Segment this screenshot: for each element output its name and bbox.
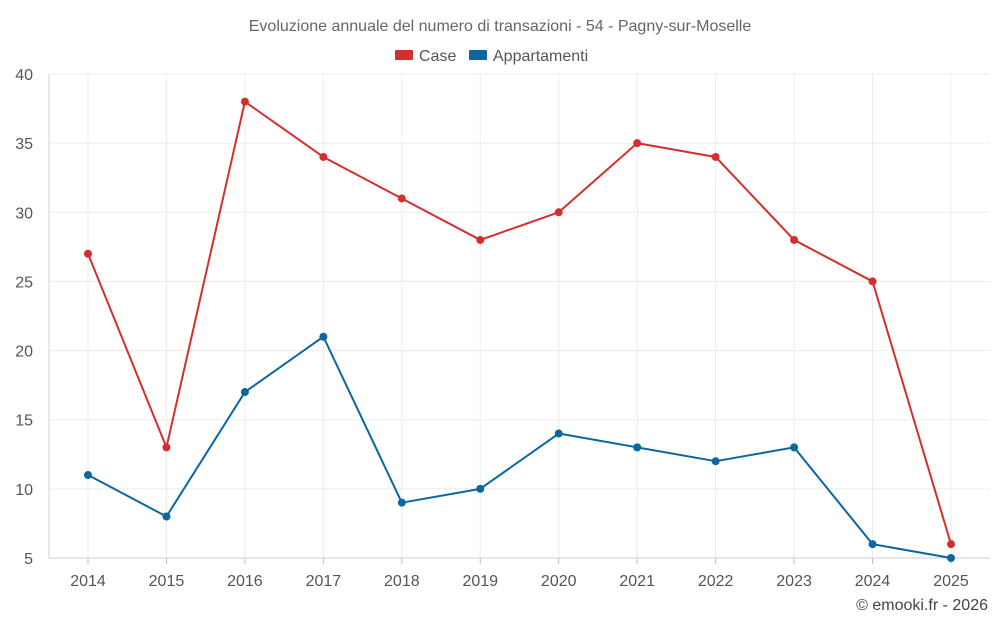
grid (49, 73, 990, 559)
data-point-case[interactable] (711, 152, 720, 161)
data-point-case[interactable] (319, 152, 328, 161)
data-point-case[interactable] (554, 208, 563, 217)
data-point-case[interactable] (84, 249, 92, 258)
series-line-appartamenti (87, 335, 952, 559)
y-tick-label: 15 (15, 413, 33, 430)
x-tick-label: 2014 (70, 573, 106, 590)
data-point-appartamenti[interactable] (947, 554, 955, 562)
x-tick-label: 2019 (462, 573, 498, 590)
data-point-case[interactable] (240, 97, 249, 106)
series-line-case (87, 100, 952, 545)
y-tick-label: 35 (15, 136, 33, 153)
legend-label-appartamenti: Appartamenti (493, 48, 588, 65)
y-tick-label: 30 (15, 205, 33, 222)
chart-title: Evoluzione annuale del numero di transaz… (249, 18, 752, 35)
legend-item-appartamenti[interactable]: Appartamenti (469, 48, 588, 65)
y-axis: 5 10 15 20 25 30 35 40 (15, 67, 50, 568)
x-tick-label: 2018 (384, 573, 420, 590)
legend-swatch-case (395, 50, 413, 60)
x-tick-label: 2016 (227, 573, 263, 590)
legend-item-case[interactable]: Case (395, 48, 456, 65)
data-point-appartamenti[interactable] (790, 443, 799, 452)
x-tick-label: 2020 (541, 573, 577, 590)
credit-text: © emooki.fr - 2026 (856, 597, 988, 614)
x-tick-label: 2024 (855, 573, 891, 590)
data-point-case[interactable] (790, 235, 799, 244)
x-tick-label: 2025 (933, 573, 969, 590)
data-point-appartamenti[interactable] (711, 457, 720, 466)
legend-swatch-appartamenti (469, 50, 487, 60)
y-tick-label: 5 (24, 551, 33, 568)
data-point-appartamenti[interactable] (319, 332, 328, 341)
x-tick-label: 2021 (619, 573, 655, 590)
data-point-appartamenti[interactable] (476, 484, 485, 493)
x-axis: 2014 2015 2016 2017 2018 2019 2020 2021 2022 2023… (49, 557, 990, 590)
y-tick-label: 10 (15, 482, 33, 499)
data-point-case[interactable] (868, 277, 877, 286)
legend-label-case: Case (419, 48, 456, 65)
data-point-case[interactable] (476, 235, 485, 244)
legend: Case Appartamenti (395, 48, 588, 65)
data-point-case[interactable] (633, 139, 642, 148)
y-tick-label: 20 (15, 344, 33, 361)
data-point-appartamenti[interactable] (240, 388, 249, 397)
y-tick-label: 25 (15, 274, 33, 291)
data-point-case[interactable] (162, 443, 171, 452)
x-tick-label: 2022 (698, 573, 734, 590)
data-point-appartamenti[interactable] (554, 429, 563, 438)
y-tick-label: 40 (15, 67, 33, 84)
x-tick-label: 2017 (306, 573, 342, 590)
data-point-appartamenti[interactable] (397, 498, 406, 507)
data-point-case[interactable] (947, 540, 955, 549)
x-tick-label: 2023 (776, 573, 812, 590)
data-point-appartamenti[interactable] (633, 443, 642, 452)
data-point-case[interactable] (397, 194, 406, 203)
x-tick-label: 2015 (149, 573, 185, 590)
data-point-appartamenti[interactable] (868, 540, 877, 549)
data-point-appartamenti[interactable] (84, 471, 92, 480)
series-layer (84, 97, 955, 562)
data-point-appartamenti[interactable] (162, 512, 171, 521)
